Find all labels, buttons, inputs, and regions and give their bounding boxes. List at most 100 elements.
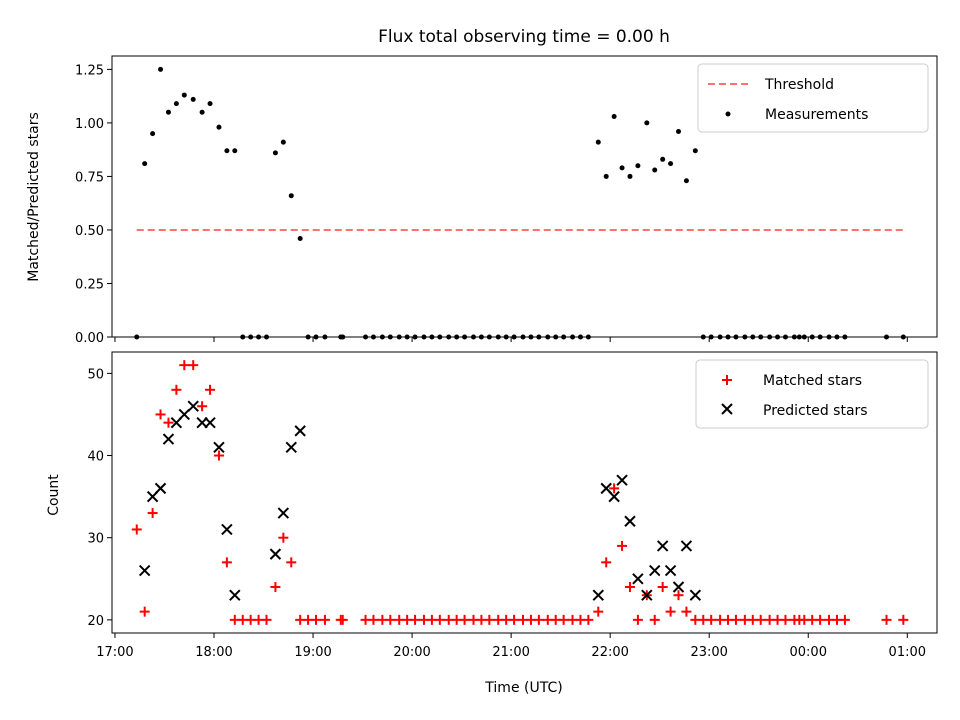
matched-star-point [839,614,850,625]
matched-star-point [730,614,741,625]
measurement-point [603,173,609,179]
measurement-point [181,92,187,98]
matched-stars-points [131,360,909,625]
predicted-star-point [641,589,653,601]
matched-star-point [459,614,470,625]
predicted-star-point [632,573,644,585]
predicted-star-point [680,540,693,552]
measurement-point [619,165,625,171]
x-ticks-count: 17:00 18:00 19:00 20:00 21:00 22:00 23:00 00:00… [96,633,926,660]
legend-box-count [695,359,929,429]
measurement-point [165,109,171,115]
measurement-point [173,101,179,107]
matched-star-point [649,614,660,625]
matched-star-point [583,614,594,625]
legend-ratio: Threshold Measurements [697,63,929,133]
matched-star-point [624,581,635,592]
matched-star-point [609,483,620,494]
matched-star-point [601,557,612,568]
measurement-point [199,109,205,115]
matched-star-point [593,606,604,617]
panel-ratio: Flux total observing time = 0.00 h Match… [26,27,938,346]
matched-star-point [319,614,330,625]
matched-star-point [270,581,281,592]
predicted-star-point [204,416,216,429]
matched-star-point [368,614,379,625]
x-tick-label: 21:00 [492,645,529,660]
predicted-star-point [664,564,677,577]
measurement-point [150,131,156,137]
predicted-star-point [656,540,669,552]
x-tick-label: 01:00 [889,645,926,660]
measurement-point [652,167,658,173]
measurement-point [224,148,230,154]
matched-star-point [815,614,826,625]
predicted-star-point [138,564,151,577]
matched-star-point [139,606,150,617]
matched-star-point [337,614,348,625]
x-ticks-ratio [114,337,908,342]
measurement-point [232,148,238,154]
x-tick-label: 17:00 [96,645,133,660]
y-ticks-ratio: 0.00 0.25 0.50 0.75 1.00 1.25 [75,63,112,346]
predicted-star-point [269,548,282,560]
matched-star-point [755,614,766,625]
predicted-star-point [178,408,191,421]
panel-counts: Count Time (UTC) 20 30 40 50 17:00 18:00 19:0… [46,351,938,696]
predicted-star-point [592,589,604,601]
x-tick-label: 19:00 [294,645,331,660]
matched-star-point [665,606,676,617]
y-tick-label: 50 [87,367,104,382]
matched-star-point [205,384,216,395]
y-tick-label: 1.25 [75,63,104,78]
matched-star-point [221,557,232,568]
measurement-point [207,101,213,107]
matched-star-point [286,557,297,568]
predicted-star-point [221,523,233,536]
matched-star-point [706,614,717,625]
measurement-point [644,120,650,126]
y-axis-label-ratio: Matched/Predicted stars [26,112,42,282]
matched-star-point [278,532,289,543]
measurement-point [595,139,601,145]
matched-star-point [197,401,208,412]
legend-measurements-label: Measurements [765,107,868,123]
x-tick-label: 20:00 [393,645,430,660]
predicted-star-point [229,589,241,601]
predicted-star-point [285,441,297,454]
matched-star-point [673,590,684,601]
axes-frame-ratio [111,55,938,338]
measurement-point [627,173,633,179]
measurement-point [190,96,196,102]
legend-matched-swatch [722,375,732,385]
predicted-star-point [294,425,306,437]
matched-star-point [385,614,396,625]
legend-measurements-swatch [725,111,731,117]
matched-star-point [171,384,182,395]
legend-count: Matched stars Predicted stars [695,359,929,429]
legend-box-ratio [697,63,929,133]
y-tick-label: 1.00 [75,117,104,132]
y-tick-label: 0.25 [75,277,104,292]
legend-predicted-label: Predicted stars [763,403,868,419]
predicted-star-point [608,490,620,503]
y-tick-label: 30 [87,532,104,547]
chart-title: Flux total observing time = 0.00 h [378,27,670,47]
predicted-star-point [213,441,225,454]
measurement-point [692,148,698,154]
measurement-point [280,139,286,145]
matched-star-point [179,360,190,371]
matched-star-point [484,614,495,625]
predicted-star-point [277,507,290,519]
matched-star-point [780,614,791,625]
measurement-point [660,156,666,162]
measurement-point [158,66,164,72]
matched-star-point [657,581,668,592]
matched-star-point [261,614,272,625]
x-tick-label: 00:00 [790,645,827,660]
y-tick-label: 0.50 [75,224,104,239]
predicted-star-point [187,400,199,412]
predicted-star-point [689,589,702,601]
matched-star-point [898,614,909,625]
